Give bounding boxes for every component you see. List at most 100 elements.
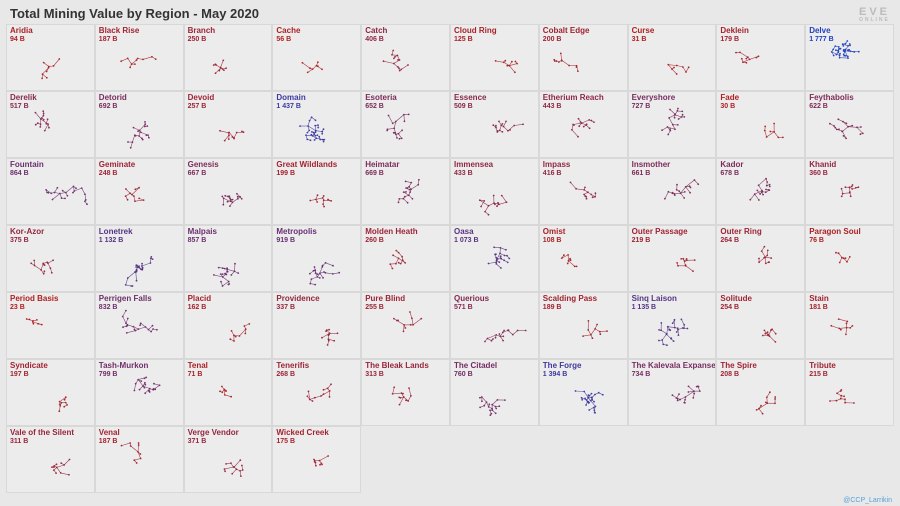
region-name-label: Solitude xyxy=(720,295,752,303)
region-cell: Scalding Pass189 B xyxy=(539,292,628,359)
region-name-label: Impass xyxy=(543,161,571,169)
region-cell: Wicked Creek175 B xyxy=(272,426,361,493)
region-cell: Catch406 B xyxy=(361,24,450,91)
region-cell: Devoid257 B xyxy=(184,91,273,158)
region-map-icon xyxy=(455,173,533,221)
region-map-icon xyxy=(366,173,444,221)
region-map-icon xyxy=(189,441,267,489)
region-cell: Tenerifis268 B xyxy=(272,359,361,426)
region-cell: Outer Passage219 B xyxy=(628,225,717,292)
region-name-label: The Forge xyxy=(543,362,582,370)
region-cell: Molden Heath260 B xyxy=(361,225,450,292)
region-name-label: Cache xyxy=(276,27,300,35)
region-cell: Immensea433 B xyxy=(450,158,539,225)
region-name-label: Fountain xyxy=(10,161,44,169)
region-cell: Perrigen Falls832 B xyxy=(95,292,184,359)
region-map-icon xyxy=(721,307,799,355)
region-name-label: Period Basis xyxy=(10,295,58,303)
region-name-label: Devoid xyxy=(188,94,215,102)
region-map-icon xyxy=(544,39,622,87)
region-name-label: Tash-Murkon xyxy=(99,362,149,370)
region-cell: Pure Blind255 B xyxy=(361,292,450,359)
region-name-label: Kador xyxy=(720,161,743,169)
region-name-label: Vale of the Silent xyxy=(10,429,74,437)
region-map-icon xyxy=(100,173,178,221)
region-cell: Querious571 B xyxy=(450,292,539,359)
region-name-label: Cloud Ring xyxy=(454,27,497,35)
region-name-label: Derelik xyxy=(10,94,37,102)
region-name-label: Paragon Soul xyxy=(809,228,861,236)
region-cell: Metropolis919 B xyxy=(272,225,361,292)
region-cell: Khanid360 B xyxy=(805,158,894,225)
region-name-label: Oasa xyxy=(454,228,474,236)
credit-text: @CCP_Larrikin xyxy=(843,497,892,504)
region-map-icon xyxy=(277,39,355,87)
region-cell: Fountain864 B xyxy=(6,158,95,225)
region-name-label: Tribute xyxy=(809,362,836,370)
region-name-label: Insmother xyxy=(632,161,671,169)
region-cell: Placid162 B xyxy=(184,292,273,359)
region-map-icon xyxy=(11,441,89,489)
region-cell: Stain181 B xyxy=(805,292,894,359)
region-map-icon xyxy=(544,374,622,422)
region-map-icon xyxy=(189,173,267,221)
region-name-label: Providence xyxy=(276,295,319,303)
region-name-label: The Spire xyxy=(720,362,756,370)
region-cell: Kor-Azor375 B xyxy=(6,225,95,292)
eve-logo: EVE ONLINE xyxy=(859,6,890,23)
region-map-icon xyxy=(544,307,622,355)
region-name-label: Black Rise xyxy=(99,27,139,35)
region-name-label: Pure Blind xyxy=(365,295,405,303)
region-cell: Providence337 B xyxy=(272,292,361,359)
region-cell: Genesis667 B xyxy=(184,158,273,225)
region-map-icon xyxy=(277,173,355,221)
region-map-icon xyxy=(721,240,799,288)
region-cell: Oasa1 073 B xyxy=(450,225,539,292)
region-name-label: Wicked Creek xyxy=(276,429,328,437)
region-cell: Paragon Soul76 B xyxy=(805,225,894,292)
region-name-label: Tenerifis xyxy=(276,362,309,370)
region-map-icon xyxy=(366,39,444,87)
region-cell: Omist108 B xyxy=(539,225,628,292)
region-name-label: Etherium Reach xyxy=(543,94,604,102)
region-cell: Kador678 B xyxy=(716,158,805,225)
region-name-label: Deklein xyxy=(720,27,748,35)
region-cell: Syndicate197 B xyxy=(6,359,95,426)
region-name-label: Lonetrek xyxy=(99,228,133,236)
region-map-icon xyxy=(100,374,178,422)
region-cell: Everyshore727 B xyxy=(628,91,717,158)
region-name-label: Placid xyxy=(188,295,212,303)
region-cell: Fade30 B xyxy=(716,91,805,158)
region-cell: Tash-Murkon799 B xyxy=(95,359,184,426)
region-name-label: Outer Passage xyxy=(632,228,688,236)
region-name-label: Genesis xyxy=(188,161,219,169)
region-map-icon xyxy=(189,39,267,87)
region-name-label: The Kalevala Expanse xyxy=(632,362,716,370)
region-map-icon xyxy=(721,106,799,154)
region-map-icon xyxy=(366,106,444,154)
region-cell: Heimatar669 B xyxy=(361,158,450,225)
region-cell: Cobalt Edge200 B xyxy=(539,24,628,91)
region-map-icon xyxy=(633,106,711,154)
region-cell: Venal187 B xyxy=(95,426,184,493)
region-cell: Cache56 B xyxy=(272,24,361,91)
region-map-icon xyxy=(277,106,355,154)
region-map-icon xyxy=(455,106,533,154)
region-map-icon xyxy=(100,39,178,87)
region-name-label: Querious xyxy=(454,295,489,303)
region-cell: The Spire208 B xyxy=(716,359,805,426)
region-cell: Delve1 777 B xyxy=(805,24,894,91)
region-map-icon xyxy=(810,307,888,355)
region-map-icon xyxy=(810,374,888,422)
region-name-label: Syndicate xyxy=(10,362,48,370)
region-name-label: Curse xyxy=(632,27,655,35)
region-map-icon xyxy=(544,173,622,221)
region-map-icon xyxy=(633,39,711,87)
region-name-label: Malpais xyxy=(188,228,217,236)
region-cell: Impass416 B xyxy=(539,158,628,225)
region-cell: Period Basis23 B xyxy=(6,292,95,359)
region-map-icon xyxy=(366,240,444,288)
region-cell: The Forge1 394 B xyxy=(539,359,628,426)
region-map-icon xyxy=(455,240,533,288)
region-cell: Malpais857 B xyxy=(184,225,273,292)
